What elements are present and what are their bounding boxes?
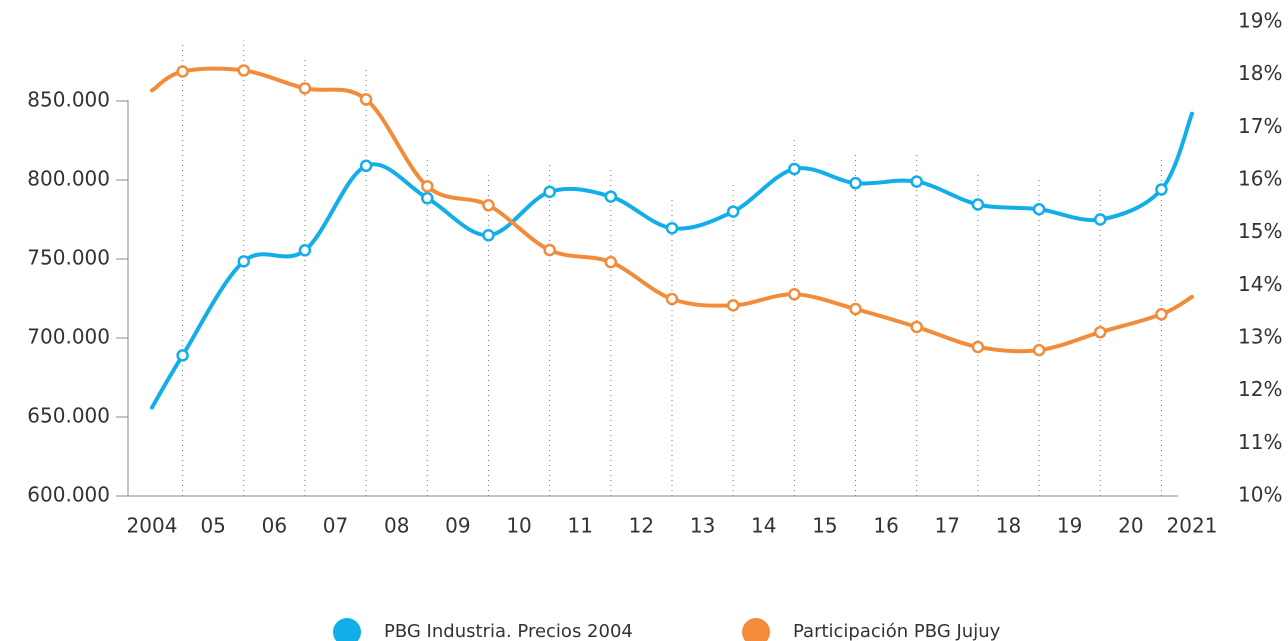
marker: [237, 255, 251, 268]
x-tick-label: 07: [323, 514, 348, 538]
legend-label: Participación PBG Jujuy: [793, 621, 1001, 641]
marker: [849, 176, 862, 190]
x-tick-label: 15: [812, 514, 837, 538]
marker: [788, 162, 801, 176]
x-tick-label: 17: [935, 514, 960, 538]
marker: [726, 205, 740, 218]
marker: [604, 190, 618, 203]
x-tick-label: 19: [1057, 514, 1082, 538]
marker: [1093, 325, 1107, 339]
y2-tick-label: 19%: [1238, 9, 1282, 33]
legend-swatch: [333, 618, 361, 641]
y-tick-label: 850.000: [27, 88, 110, 112]
y2-tick-label: 14%: [1238, 272, 1282, 296]
marker: [665, 221, 679, 235]
x-tick-label: 08: [384, 514, 409, 538]
marker: [176, 349, 189, 362]
y-tick-label: 800.000: [27, 167, 110, 191]
x-tick-label: 16: [873, 514, 898, 538]
x-tick-label: 11: [568, 514, 593, 538]
y2-tick-label: 16%: [1238, 167, 1282, 191]
y2-tick-label: 10%: [1238, 483, 1282, 507]
marker: [726, 299, 740, 312]
marker: [359, 93, 373, 106]
legend-swatch: [742, 618, 770, 641]
x-tick-label: 13: [690, 514, 715, 538]
y2-tick-label: 18%: [1238, 61, 1282, 85]
y2-tick-label: 13%: [1238, 325, 1282, 349]
x-tick-label: 20: [1118, 514, 1143, 538]
y2-tick-label: 12%: [1238, 377, 1282, 401]
marker: [1032, 343, 1046, 357]
marker: [788, 288, 801, 301]
marker: [482, 229, 495, 242]
marker: [421, 180, 434, 193]
marker: [298, 244, 312, 257]
x-tick-label: 09: [445, 514, 470, 538]
y2-tick-label: 15%: [1238, 219, 1282, 243]
y2-tick-label: 11%: [1238, 430, 1282, 454]
x-tick-label: 2021: [1167, 514, 1218, 538]
marker: [359, 159, 373, 173]
marker: [910, 320, 923, 334]
x-tick-label: 12: [629, 514, 654, 538]
marker: [543, 243, 556, 257]
marker: [1093, 213, 1107, 226]
x-tick-label: 05: [200, 514, 225, 538]
x-tick-label: 14: [751, 514, 776, 538]
x-tick-label: 06: [262, 514, 287, 538]
y-tick-label: 650.000: [27, 404, 110, 428]
y-tick-label: 600.000: [27, 483, 110, 507]
marker: [1032, 202, 1046, 216]
marker: [971, 340, 985, 354]
x-tick-label: 10: [506, 514, 531, 538]
marker: [910, 175, 923, 188]
marker: [849, 302, 862, 316]
y-tick-label: 750.000: [27, 246, 110, 270]
marker: [971, 198, 985, 211]
marker: [543, 185, 556, 199]
x-tick-label: 2004: [127, 514, 178, 538]
y2-tick-label: 17%: [1238, 114, 1282, 138]
marker: [298, 82, 312, 95]
x-tick-label: 18: [996, 514, 1021, 538]
marker: [176, 65, 189, 78]
marker: [604, 255, 618, 269]
marker: [1155, 183, 1168, 196]
marker: [421, 191, 434, 205]
legend-label: PBG Industria. Precios 2004: [384, 621, 633, 641]
marker: [237, 64, 251, 77]
marker: [482, 199, 495, 212]
marker: [1155, 308, 1168, 321]
marker: [665, 292, 679, 306]
y-tick-label: 700.000: [27, 325, 110, 349]
